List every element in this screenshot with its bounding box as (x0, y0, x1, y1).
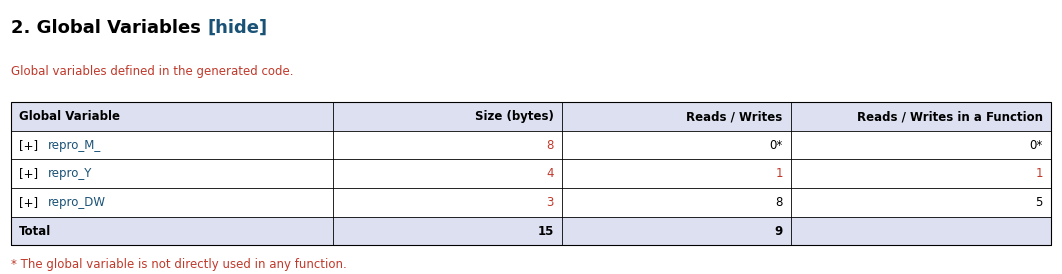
Text: 4: 4 (546, 167, 553, 180)
Text: [hide]: [hide] (207, 19, 268, 37)
Text: repro_Y: repro_Y (48, 167, 92, 180)
Text: 1: 1 (1035, 167, 1043, 180)
Text: repro_DW: repro_DW (48, 196, 106, 209)
Text: Global variables defined in the generated code.: Global variables defined in the generate… (11, 65, 293, 78)
Text: 3: 3 (546, 196, 553, 209)
Text: [+]: [+] (19, 167, 42, 180)
Text: 0*: 0* (1030, 139, 1043, 152)
Text: [+]: [+] (19, 139, 42, 152)
Text: 1: 1 (775, 167, 783, 180)
Text: 15: 15 (537, 224, 553, 238)
Text: Reads / Writes in a Function: Reads / Writes in a Function (857, 110, 1043, 123)
Text: 8: 8 (775, 196, 783, 209)
Text: Reads / Writes: Reads / Writes (686, 110, 783, 123)
Text: 0*: 0* (770, 139, 783, 152)
Text: 8: 8 (546, 139, 553, 152)
Text: Size (bytes): Size (bytes) (475, 110, 553, 123)
Text: 2. Global Variables: 2. Global Variables (11, 19, 207, 37)
Text: repro_M_: repro_M_ (48, 139, 101, 152)
Text: Global Variable: Global Variable (19, 110, 120, 123)
Text: Total: Total (19, 224, 51, 238)
Text: 5: 5 (1035, 196, 1043, 209)
Text: [+]: [+] (19, 196, 42, 209)
Text: 9: 9 (774, 224, 783, 238)
Text: * The global variable is not directly used in any function.: * The global variable is not directly us… (11, 258, 346, 271)
